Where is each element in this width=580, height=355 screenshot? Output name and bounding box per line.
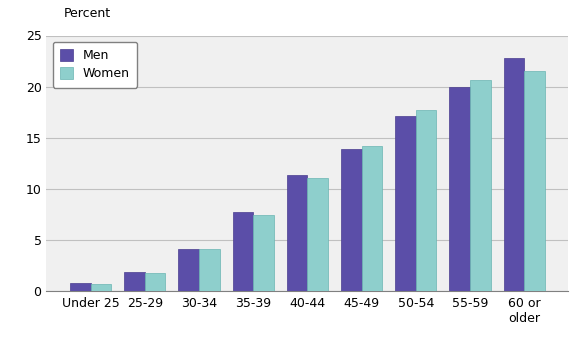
Bar xyxy=(361,146,382,291)
Bar xyxy=(199,249,220,291)
Bar xyxy=(70,283,90,291)
Bar xyxy=(90,284,111,291)
Bar xyxy=(253,215,274,291)
Bar xyxy=(287,175,307,291)
Bar xyxy=(503,58,524,291)
Bar xyxy=(233,212,253,291)
Bar xyxy=(416,110,436,291)
Bar xyxy=(341,149,361,291)
Bar xyxy=(470,81,491,291)
Bar xyxy=(179,249,199,291)
Bar xyxy=(524,71,545,291)
Bar xyxy=(145,273,165,291)
Bar xyxy=(307,178,328,291)
Legend: Men, Women: Men, Women xyxy=(53,42,137,88)
Bar xyxy=(450,87,470,291)
Bar xyxy=(124,272,145,291)
Bar xyxy=(395,116,416,291)
Text: Percent: Percent xyxy=(64,7,111,20)
